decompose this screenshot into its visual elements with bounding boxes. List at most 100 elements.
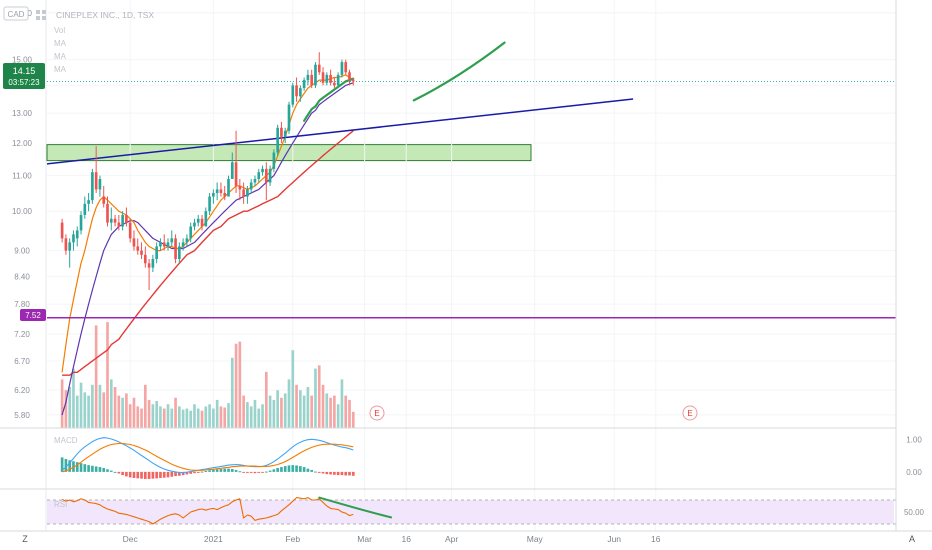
- volume-bar: [193, 404, 196, 428]
- candle-body: [72, 234, 75, 243]
- macd-histogram-bar: [223, 468, 227, 472]
- legend-ma-2[interactable]: MA: [54, 52, 67, 61]
- macd-histogram-bar: [64, 459, 68, 472]
- volume-bar: [200, 410, 204, 428]
- countdown-timer: 03:57:23: [8, 78, 40, 87]
- ma-slow-line: [62, 130, 354, 376]
- legend-ma-3[interactable]: MA: [54, 65, 67, 74]
- macd-histogram-bar: [159, 471, 162, 479]
- candle-body: [147, 263, 151, 268]
- currency-badge[interactable]: [3, 6, 29, 21]
- candle-body: [196, 218, 200, 223]
- volume-bar: [212, 408, 215, 428]
- candle-body: [336, 74, 340, 86]
- macd-histogram-bar: [276, 468, 279, 472]
- legend-ma-1[interactable]: MA: [54, 39, 67, 48]
- last-price-value: 14.15: [13, 66, 36, 76]
- macd-histogram-bar: [143, 471, 147, 479]
- macd-histogram-bar: [227, 468, 230, 472]
- volume-bar: [151, 404, 155, 428]
- legend-vol[interactable]: Vol: [54, 26, 65, 35]
- candle-body: [170, 238, 174, 243]
- volume-bar: [185, 408, 189, 428]
- pane-frame: [0, 0, 932, 532]
- macd-line: [61, 437, 354, 474]
- price-tick-label: 12.00: [12, 139, 33, 148]
- macd-histogram-bar: [208, 470, 211, 472]
- earnings-marker-2[interactable]: E: [682, 405, 698, 421]
- rsi-pane: [47, 496, 896, 525]
- candle-body: [287, 104, 291, 131]
- volume-bar: [325, 393, 329, 428]
- auto-scale-button[interactable]: A: [909, 534, 915, 544]
- time-axis[interactable]: Dec 2021 Feb Mar 16 Apr May Jun 16: [123, 534, 661, 544]
- price-tick-label: 10.00: [12, 207, 33, 216]
- macd-histogram-bar: [109, 470, 113, 472]
- timezone-button[interactable]: Z: [22, 534, 28, 544]
- volume-bar: [314, 368, 317, 428]
- price-tick-label: 11.00: [12, 172, 32, 181]
- volume-bar: [249, 406, 253, 428]
- candle-body: [174, 238, 177, 260]
- drawings[interactable]: [46, 41, 896, 319]
- earnings-marker-1[interactable]: E: [369, 405, 385, 421]
- support-curve-drawing: [303, 77, 355, 122]
- volume-bar: [344, 395, 348, 428]
- volume-bar: [162, 408, 166, 428]
- volume-bar: [336, 404, 340, 428]
- candle-body: [64, 238, 68, 251]
- macd-histogram-bar: [351, 471, 355, 476]
- macd-histogram-bar: [264, 471, 268, 473]
- volume-bar: [287, 379, 291, 428]
- price-tick-label: 13.00: [12, 109, 33, 118]
- macd-histogram-bar: [253, 471, 257, 474]
- candle-body: [189, 226, 193, 239]
- time-tick-label: Apr: [445, 534, 458, 544]
- macd-histogram-bar: [113, 471, 117, 473]
- volume-bar: [340, 379, 344, 428]
- macd-histogram-bar: [117, 471, 121, 474]
- price-tick-label: 6.20: [14, 386, 30, 395]
- candle-body: [185, 238, 189, 243]
- volume-bar: [143, 384, 147, 428]
- macd-histogram-bar: [125, 471, 128, 477]
- macd-legend[interactable]: MACD: [54, 436, 78, 445]
- volume-bar: [329, 397, 332, 428]
- candle-body: [132, 238, 136, 247]
- last-price-badge: [3, 63, 45, 89]
- candle-body: [87, 200, 90, 204]
- macd-histogram-bar: [147, 471, 151, 479]
- price-tick-label: 8.40: [14, 272, 30, 281]
- macd-histogram-bar: [87, 465, 90, 472]
- volume-bar: [75, 395, 79, 428]
- time-tick-label: Mar: [357, 534, 372, 544]
- volume-bar: [306, 386, 310, 428]
- rsi-band: [47, 500, 894, 524]
- volume-bar: [87, 395, 90, 428]
- macd-histogram-bar: [340, 471, 344, 476]
- macd-histogram-bar: [106, 469, 109, 472]
- volume-bar: [246, 402, 249, 428]
- macd-histogram-bar: [268, 470, 272, 472]
- macd-histogram-bar: [181, 471, 185, 476]
- volume-bar: [64, 390, 68, 428]
- candle-body: [68, 242, 72, 251]
- candle-body: [276, 127, 279, 153]
- candle-body: [94, 172, 98, 190]
- candle-body: [246, 189, 249, 197]
- time-tick-label: 16: [401, 534, 411, 544]
- candle-body: [223, 192, 227, 197]
- currency-label: CAD: [8, 10, 25, 19]
- macd-histogram-bar: [310, 469, 314, 472]
- macd-histogram-bar: [257, 471, 261, 473]
- volume-bar: [181, 409, 185, 428]
- rsi-legend[interactable]: RSI: [54, 500, 67, 509]
- macd-histogram-bar: [102, 468, 106, 472]
- macd-tick-label: 1.00: [906, 436, 922, 445]
- volume-bar: [166, 404, 170, 428]
- toolbar-icon[interactable]: [36, 10, 46, 20]
- macd-histogram-bar: [325, 471, 329, 475]
- macd-histogram-bar: [295, 465, 298, 472]
- time-tick-label: 16: [651, 534, 661, 544]
